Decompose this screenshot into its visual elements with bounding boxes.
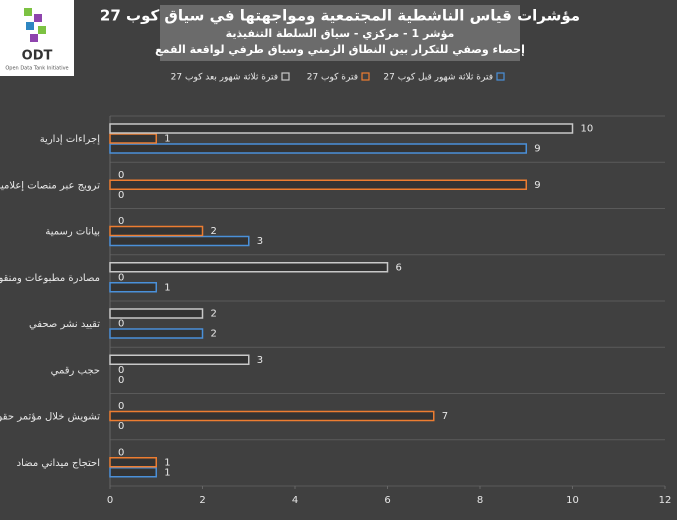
data-label: 0 [118,421,124,432]
bar [109,328,204,339]
bar [109,133,157,144]
x-tick-label: 12 [659,495,672,506]
y-tick-label: بيانات رسمية [45,227,100,238]
data-label: 1 [164,467,170,478]
data-label: 0 [118,447,124,458]
data-label: 0 [118,401,124,412]
logo-square [38,26,46,34]
y-tick-label: ترويج عبر منصات إعلامية [0,180,100,191]
bar [109,235,250,247]
bar [109,123,574,134]
logo-square [24,8,32,16]
bar [109,262,389,273]
data-label: 3 [257,236,263,247]
data-label: 9 [534,144,540,155]
data-label: 0 [118,216,124,227]
chart-title: مؤشرات قياس الناشطية المجتمعية ومواجهتها… [100,7,580,25]
bar [109,354,250,365]
x-tick-label: 4 [292,495,298,506]
y-tick-label: إجراءات إدارية [40,134,101,145]
bar [109,410,435,422]
logo-square [26,22,34,30]
legend-swatch [281,72,290,81]
data-label: 0 [118,170,124,181]
data-label: 0 [118,272,124,283]
legend-swatch [361,72,370,81]
y-tick-label: حجب رقمي [51,365,100,376]
x-tick-label: 0 [107,495,113,506]
bar [109,282,157,293]
data-label: 7 [442,411,448,422]
data-label: 0 [118,375,124,386]
data-label: 0 [118,365,124,376]
x-tick-label: 6 [384,495,390,506]
bar [109,308,204,319]
data-label: 3 [257,355,263,366]
bar [109,143,527,154]
logo-square [30,34,38,42]
data-label: 0 [118,190,124,201]
title-box [160,5,520,61]
data-label: 2 [211,309,217,320]
data-label: 0 [118,319,124,330]
x-tick-label: 8 [477,495,483,506]
legend-label: فترة ثلاثة شهور بعد كوب 27 [171,73,278,83]
legend-swatch [496,72,505,81]
chart-subtitle: مؤشر 1 - مركزي - سياق السلطة التنفيذية [226,27,455,40]
legend-label: فترة ثلاثة شهور قبل كوب 27 [383,73,493,83]
data-label: 9 [534,180,540,191]
data-label: 6 [396,262,402,273]
data-label: 2 [211,329,217,340]
data-label: 1 [164,134,170,145]
x-tick-label: 10 [566,495,579,506]
chart-caption: إحصاء وصفي للتكرار بين النطاق الزمني وسي… [155,43,525,56]
y-tick-label: تقييد نشر صحفي [29,319,100,330]
data-label: 1 [164,282,170,293]
logo-name: ODT [22,49,53,64]
logo-square [34,14,42,22]
y-tick-label: مصادرة مطبوعات ومنقولات [0,273,100,284]
y-tick-label: تشويش خلال مؤتمر حقوقي [0,412,100,423]
data-label: 1 [164,457,170,468]
bar [109,467,157,478]
bar [109,179,527,190]
logo-tagline: Open Data Tank Initiative [5,66,68,72]
y-tick-label: احتجاج ميداني مضاد [17,458,100,469]
bar [109,457,157,468]
legend-label: فترة كوب 27 [307,73,358,83]
logo: ODT Open Data Tank Initiative [0,0,74,76]
data-label: 2 [211,226,217,237]
x-tick-label: 2 [199,495,205,506]
data-label: 10 [581,124,594,135]
bar [109,225,204,237]
